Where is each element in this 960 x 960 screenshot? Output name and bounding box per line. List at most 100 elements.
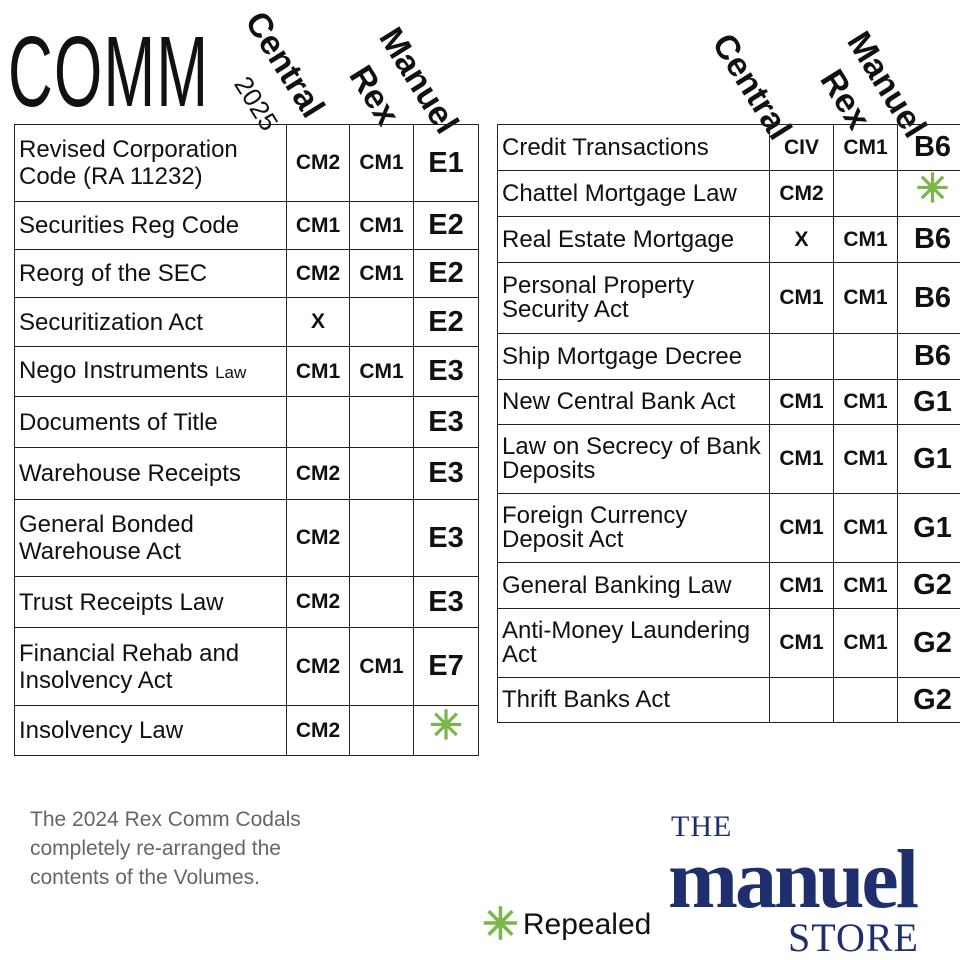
manuel-volume: G1 <box>897 379 960 425</box>
manuel-volume: E3 <box>413 447 479 500</box>
codal-name: Real Estate Mortgage <box>497 216 770 263</box>
rex-volume: CM1 <box>833 216 898 263</box>
codal-name: Revised Corporation Code (RA 11232) <box>14 124 287 202</box>
manuel-volume: E2 <box>413 297 479 347</box>
central-volume <box>286 396 350 448</box>
codal-name: Ship Mortgage Decree <box>497 333 770 380</box>
manuel-volume: E1 <box>413 124 479 202</box>
rex-volume: CM1 <box>349 124 414 202</box>
codal-name: Nego Instruments Law <box>14 346 287 397</box>
codal-name: Foreign Currency Deposit Act <box>497 493 770 563</box>
codal-name: Personal Property Security Act <box>497 262 770 334</box>
manuel-volume: G2 <box>897 562 960 609</box>
rex-volume: CM1 <box>349 627 414 706</box>
table-row: Documents of Title E3 <box>14 396 479 448</box>
manuel-volume: B6 <box>897 333 960 380</box>
central-volume: CM1 <box>286 201 350 250</box>
central-volume: CM2 <box>286 124 350 202</box>
table-row: Chattel Mortgage Law CM2 ✳ <box>497 169 960 217</box>
rex-volume: CM1 <box>833 424 898 494</box>
manuel-volume: B6 <box>897 124 960 171</box>
manuel-volume: G1 <box>897 493 960 563</box>
table-row: Ship Mortgage Decree B6 <box>497 333 960 380</box>
table-row: Personal Property Security Act CM1 CM1 B6 <box>497 262 960 334</box>
rex-volume: CM1 <box>349 201 414 250</box>
codal-name-text: Anti-Money Laundering Act <box>502 617 751 668</box>
codal-name: Securities Reg Code <box>14 201 287 250</box>
rex-volume <box>833 677 898 723</box>
rex-volume: CM1 <box>833 493 898 563</box>
manuel-store-logo: THE manuel STORE <box>668 812 958 958</box>
rex-volume <box>833 333 898 380</box>
central-volume: CM1 <box>769 562 834 609</box>
central-volume: CIV <box>769 124 834 171</box>
page-title: COMM <box>8 16 210 128</box>
codal-name: Financial Rehab and Insolvency Act <box>14 627 287 706</box>
rex-volume: CM1 <box>833 124 898 171</box>
table-row: New Central Bank Act CM1 CM1 G1 <box>497 379 960 425</box>
codal-name-text: Nego Instruments <box>19 357 209 384</box>
central-volume: CM1 <box>769 608 834 678</box>
manuel-volume: G1 <box>897 424 960 494</box>
codal-name: General Banking Law <box>497 562 770 609</box>
codal-name: Insolvency Law <box>14 705 287 756</box>
table-row: Credit Transactions CIV CM1 B6 <box>497 124 960 171</box>
codal-name: Documents of Title <box>14 396 287 448</box>
codal-name: Trust Receipts Law <box>14 576 287 628</box>
rex-volume <box>833 170 898 217</box>
codal-name-text: Warehouse Receipts <box>19 460 241 487</box>
codal-name: General Bonded Warehouse Act <box>14 499 287 577</box>
table-row: Reorg of the SEC CM2 CM1 E2 <box>14 249 479 298</box>
central-volume: CM1 <box>286 346 350 397</box>
codal-name-text: General Bonded Warehouse Act <box>19 511 194 565</box>
table-row: Securitization Act X E2 <box>14 297 479 347</box>
manuel-volume: E3 <box>413 576 479 628</box>
codal-name-text: Securities Reg Code <box>19 212 240 239</box>
manuel-volume: E7 <box>413 627 479 706</box>
table-row: Warehouse Receipts CM2 E3 <box>14 447 479 500</box>
rex-volume: CM1 <box>833 608 898 678</box>
codal-name: Anti-Money Laundering Act <box>497 608 770 678</box>
rex-volume <box>349 576 414 628</box>
logo-the: THE <box>671 810 733 843</box>
central-volume: X <box>286 297 350 347</box>
manuel-volume: B6 <box>897 216 960 263</box>
codal-name-suffix: Law <box>215 363 247 382</box>
logo-store: STORE <box>788 915 919 960</box>
central-volume: X <box>769 216 834 263</box>
legend: ✳ Repealed <box>482 900 652 949</box>
codal-name-text: Insolvency Law <box>19 717 184 744</box>
manuel-volume: E2 <box>413 249 479 298</box>
table-row: General Banking Law CM1 CM1 G2 <box>497 562 960 609</box>
repealed-asterisk-icon: ✳ <box>915 167 950 211</box>
manuel-volume: E3 <box>413 499 479 577</box>
codal-name-text: Chattel Mortgage Law <box>502 179 737 207</box>
repealed-asterisk-icon: ✳ <box>429 704 463 748</box>
central-volume: CM2 <box>769 170 834 217</box>
rex-volume <box>349 705 414 756</box>
codal-name-text: Real Estate Mortgage <box>502 225 735 253</box>
rex-volume <box>349 447 414 500</box>
central-volume: CM1 <box>769 379 834 425</box>
manuel-volume: E3 <box>413 396 479 448</box>
table-row: Insolvency Law CM2 ✳ <box>14 704 479 756</box>
codal-name-text: Revised Corporation Code (RA 11232) <box>19 136 238 190</box>
rex-volume <box>349 499 414 577</box>
central-volume <box>769 333 834 380</box>
central-volume <box>769 677 834 723</box>
central-volume: CM2 <box>286 576 350 628</box>
legend-label: Repealed <box>522 908 652 941</box>
codal-name-text: Law on Secrecy of Bank Deposits <box>502 433 761 484</box>
repealed-asterisk-icon: ✳ <box>482 900 519 949</box>
rex-volume: CM1 <box>833 262 898 334</box>
codal-name: Warehouse Receipts <box>14 447 287 500</box>
rex-volume <box>349 396 414 448</box>
codal-name-text: Foreign Currency Deposit Act <box>502 502 688 553</box>
table-row: Revised Corporation Code (RA 11232) CM2 CM… <box>14 124 479 202</box>
central-volume: CM2 <box>286 705 350 756</box>
manuel-volume: G2 <box>897 608 960 678</box>
central-volume: CM2 <box>286 447 350 500</box>
central-volume: CM2 <box>286 627 350 706</box>
codal-name: Law on Secrecy of Bank Deposits <box>497 424 770 494</box>
table-row: Nego Instruments Law CM1 CM1 E3 <box>14 346 479 397</box>
